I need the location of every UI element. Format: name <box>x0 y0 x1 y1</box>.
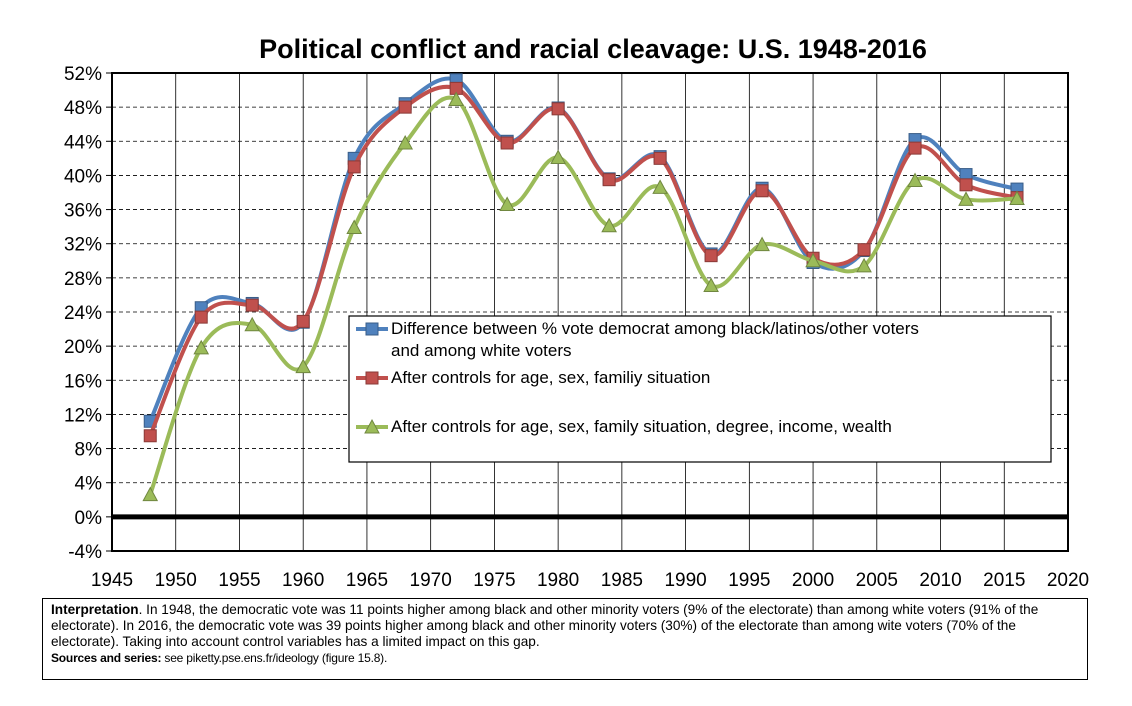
data-point <box>602 173 616 187</box>
data-point <box>448 91 464 106</box>
x-tick-label: 1975 <box>473 570 515 591</box>
data-point <box>244 316 261 332</box>
legend-marker <box>365 371 379 385</box>
y-tick-label: 52% <box>64 64 102 85</box>
x-tick-label: 2010 <box>919 570 961 591</box>
x-tick-label: 2000 <box>792 570 834 591</box>
x-tick-label: 1990 <box>664 570 706 591</box>
legend-box <box>348 315 1052 463</box>
data-point <box>194 310 208 324</box>
data-point <box>703 277 719 293</box>
y-tick-label: 20% <box>64 337 102 358</box>
legend-label: After controls for age, sex, family situ… <box>391 417 892 436</box>
y-tick-label: 44% <box>64 132 102 153</box>
data-point <box>346 219 363 234</box>
x-tick-label: 1980 <box>537 570 579 591</box>
y-tick-label: 32% <box>64 235 102 256</box>
x-tick-label: 2020 <box>1047 570 1089 591</box>
data-point <box>500 136 514 150</box>
data-point <box>958 191 974 206</box>
line-chart: Political conflict and racial cleavage: … <box>64 34 1089 591</box>
data-point <box>143 429 157 443</box>
y-tick-label: 16% <box>64 371 102 392</box>
sources-text: see piketty.pse.ens.fr/ideology (figure … <box>161 651 388 665</box>
y-tick-label: 8% <box>75 440 103 461</box>
y-tick-label: 48% <box>64 98 102 119</box>
y-tick-label: 0% <box>75 508 103 529</box>
legend-marker <box>364 418 380 434</box>
series-group <box>142 73 1025 502</box>
y-tick-label: 24% <box>64 303 102 324</box>
x-tick-label: 1950 <box>155 570 197 591</box>
y-tick-label: 36% <box>64 201 102 222</box>
data-point <box>347 160 361 174</box>
data-point <box>805 252 821 268</box>
y-tick-label: 4% <box>75 474 103 495</box>
x-tick-label: 1970 <box>410 570 452 591</box>
series-2 <box>143 81 1024 443</box>
data-point <box>907 172 923 188</box>
chart-title: Political conflict and racial cleavage: … <box>259 34 927 64</box>
y-tick-label: 28% <box>64 269 102 290</box>
data-point <box>856 257 872 273</box>
data-point <box>601 217 617 233</box>
plot-area-border <box>111 72 1069 552</box>
x-tick-label: 1960 <box>282 570 324 591</box>
series-3 <box>142 91 1025 502</box>
data-point <box>857 243 871 257</box>
data-point <box>704 249 718 263</box>
x-tick-label: 1995 <box>728 570 770 591</box>
interpretation-label: Interpretation <box>51 602 139 617</box>
legend-label: and among white voters <box>391 341 572 360</box>
data-point <box>296 314 310 328</box>
x-tick-label: 1965 <box>346 570 388 591</box>
data-point <box>142 486 159 502</box>
data-point <box>755 184 769 198</box>
x-tick-label: 1955 <box>218 570 260 591</box>
legend-label: Difference between % vote democrat among… <box>391 319 919 338</box>
data-point <box>245 298 259 312</box>
x-tick-label: 1945 <box>91 570 133 591</box>
data-point <box>652 179 668 194</box>
data-point <box>397 134 414 150</box>
y-tick-label: -4% <box>68 542 102 563</box>
y-tick-label: 40% <box>64 166 102 187</box>
x-tick-label: 2005 <box>856 570 898 591</box>
data-point <box>398 100 412 114</box>
x-tick-label: 2015 <box>983 570 1025 591</box>
interpretation-note: Interpretation. In 1948, the democratic … <box>42 598 1088 680</box>
legend: Difference between % vote democrat among… <box>348 315 1052 463</box>
axes: 1945 1950 1955 1960 1965 1970 1975 1980 1985 1990… <box>64 64 1089 591</box>
sources-label: Sources and series: <box>51 651 162 665</box>
data-point <box>1009 190 1025 205</box>
data-point <box>499 196 515 211</box>
grid <box>112 73 1068 551</box>
data-point <box>754 236 770 252</box>
data-point <box>959 178 973 192</box>
y-tick-label: 12% <box>64 405 102 426</box>
legend-marker <box>365 322 379 336</box>
interpretation-text: . In 1948, the democratic vote was 11 po… <box>51 602 1039 649</box>
data-point <box>653 151 667 165</box>
data-point <box>193 339 210 355</box>
data-point <box>550 149 566 165</box>
legend-label: After controls for age, sex, familiy sit… <box>391 368 710 387</box>
data-point <box>551 102 565 116</box>
x-tick-label: 1985 <box>601 570 643 591</box>
data-point <box>908 141 922 155</box>
data-point <box>295 358 312 374</box>
